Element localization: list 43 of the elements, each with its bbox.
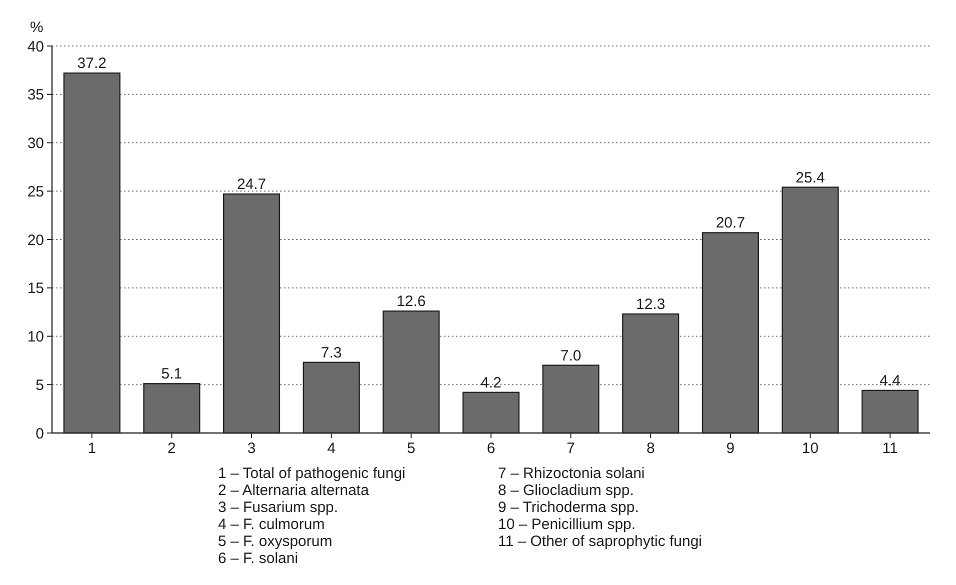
- x-tick-label: 8: [646, 440, 655, 457]
- text: 4 – F. culmorum: [218, 516, 325, 533]
- y-tick-label: 15: [27, 280, 44, 298]
- y-tick-label: 25: [27, 183, 44, 200]
- text: 1 – Total of pathogenic fungi: [218, 465, 406, 482]
- data-label: 25.4: [796, 169, 825, 186]
- y-tick-label: 10: [27, 328, 44, 346]
- data-label: 12.3: [636, 296, 666, 313]
- text: 2 – Alternaria alternata: [218, 482, 370, 499]
- text: 11 – Other of saprophytic fungi: [498, 533, 702, 550]
- text: 10 – Penicillium spp.: [498, 516, 636, 533]
- x-tick-label: 6: [486, 440, 496, 457]
- x-tick-label: 10: [802, 440, 819, 457]
- text: 6 – F. solani: [218, 550, 298, 567]
- x-tick-label: 4: [327, 440, 336, 457]
- data-label: 4.4: [880, 372, 901, 390]
- x-tick-label: 2: [168, 440, 176, 457]
- data-label: 37.2: [77, 55, 107, 72]
- x-tick-label: 5: [407, 440, 416, 457]
- y-axis-title: %: [30, 19, 44, 36]
- y-tick-label: 40: [27, 38, 44, 56]
- y-tick-label: 30: [27, 135, 44, 152]
- text: 9 – Trichoderma spp.: [498, 499, 639, 516]
- text: 7 – Rhizoctonia solani: [498, 465, 645, 482]
- y-tick-label: 0: [36, 425, 44, 442]
- text: 5 – F. oxysporum: [218, 533, 332, 550]
- data-label: 7.0: [560, 347, 582, 364]
- data-label: 7.3: [320, 344, 342, 362]
- data-label: 4.2: [480, 374, 502, 392]
- x-tick-label: 7: [566, 440, 575, 457]
- y-tick-label: 5: [36, 376, 44, 394]
- data-label: 24.7: [236, 176, 266, 194]
- text: 3 – Fusarium spp.: [218, 499, 338, 516]
- y-tick-label: 20: [27, 232, 44, 249]
- x-tick-label: 9: [726, 440, 735, 457]
- data-label: 5.1: [161, 366, 182, 383]
- data-label: 12.6: [396, 293, 426, 310]
- x-tick-label: 3: [247, 440, 256, 457]
- text: 8 – Gliocladium spp.: [498, 482, 634, 499]
- y-tick-label: 35: [27, 86, 44, 104]
- x-tick-label: 1: [88, 440, 96, 457]
- x-tick-label: 11: [882, 440, 898, 457]
- data-label: 20.7: [716, 214, 746, 232]
